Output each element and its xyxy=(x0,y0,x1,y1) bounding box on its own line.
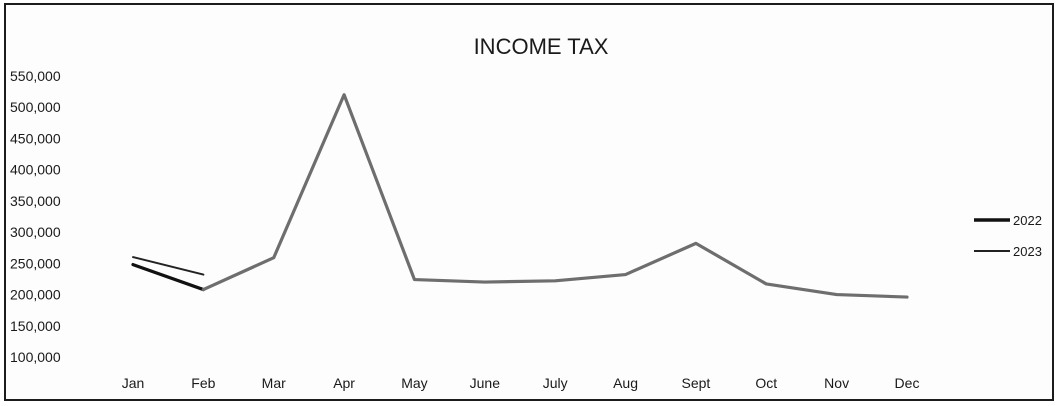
y-tick-label: 300,000 xyxy=(10,224,61,240)
data-point-2023 xyxy=(132,256,134,258)
data-point-2022-rest xyxy=(695,242,697,244)
legend-label-2023: 2023 xyxy=(1013,244,1042,259)
x-tick-label: Nov xyxy=(824,375,849,391)
data-point-2022-rest xyxy=(554,280,556,282)
data-point-2022-rest xyxy=(273,257,275,259)
y-tick-label: 450,000 xyxy=(10,130,61,146)
x-axis-labels: Jan Feb Mar Apr May June July Aug Sept Oct Nov Dec xyxy=(122,375,920,391)
series-line-2022-rest xyxy=(201,93,909,299)
x-tick-label: Dec xyxy=(895,375,920,391)
data-point-2022-rest xyxy=(413,278,416,281)
data-point-2022-rest xyxy=(624,273,627,276)
data-point-2022-rest xyxy=(906,296,908,298)
series-line-2022 xyxy=(131,262,205,292)
series-lines xyxy=(131,93,909,299)
data-point-2022-rest xyxy=(836,293,838,296)
x-tick-label: Apr xyxy=(333,375,355,391)
y-axis-labels: 100,000 150,000 200,000 250,000 300,000 350,0… xyxy=(10,68,61,365)
data-point-2022-rest xyxy=(202,288,204,291)
y-tick-label: 550,000 xyxy=(10,68,61,84)
y-tick-label: 100,000 xyxy=(10,349,61,365)
y-tick-label: 250,000 xyxy=(10,255,61,271)
y-tick-label: 500,000 xyxy=(10,99,61,115)
x-tick-label: Mar xyxy=(262,375,286,391)
data-point-2023 xyxy=(202,273,204,276)
x-tick-label: May xyxy=(401,375,427,391)
data-point-2022-rest xyxy=(484,281,486,283)
x-tick-label: Sept xyxy=(682,375,711,391)
y-tick-label: 350,000 xyxy=(10,193,61,209)
legend: 2022 2023 xyxy=(974,213,1042,259)
x-tick-label: Feb xyxy=(191,375,215,391)
data-point-2022 xyxy=(132,263,134,266)
data-point-2022-rest xyxy=(765,283,767,285)
y-tick-label: 400,000 xyxy=(10,162,61,178)
y-tick-label: 150,000 xyxy=(10,318,61,334)
x-tick-label: Jan xyxy=(122,375,145,391)
x-tick-label: July xyxy=(543,375,568,391)
x-tick-label: Aug xyxy=(613,375,638,391)
legend-label-2022: 2022 xyxy=(1013,213,1042,228)
data-point-2022-rest xyxy=(343,94,345,96)
series-line-2023 xyxy=(132,256,205,276)
x-tick-label: June xyxy=(470,375,501,391)
chart-title: INCOME TAX xyxy=(474,34,609,59)
x-tick-label: Oct xyxy=(755,375,777,391)
chart-frame: INCOME TAX 100,000 150,000 200,000 250,000 3… xyxy=(4,3,1054,401)
y-tick-label: 200,000 xyxy=(10,287,61,303)
income-tax-chart: INCOME TAX 100,000 150,000 200,000 250,000 3… xyxy=(10,34,1042,391)
